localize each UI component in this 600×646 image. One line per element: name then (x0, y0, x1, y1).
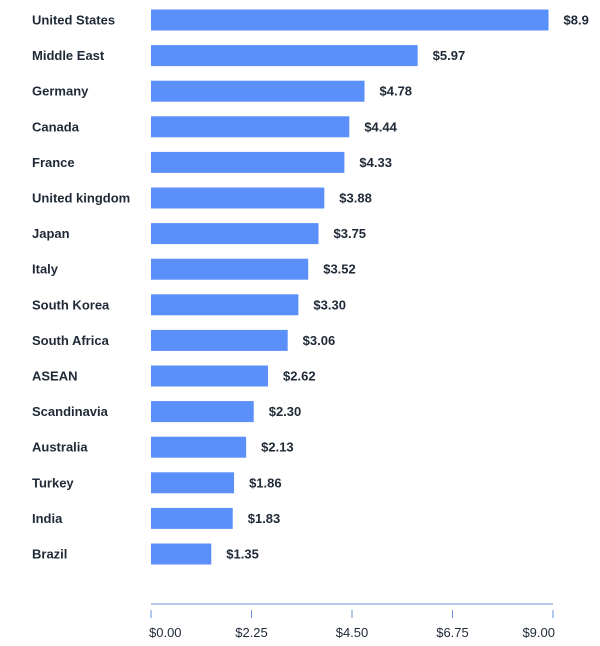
category-label: South Africa (32, 333, 110, 348)
bar (151, 329, 288, 351)
bar (151, 80, 365, 102)
x-tick-label: $4.50 (336, 625, 369, 640)
category-label: ASEAN (32, 369, 78, 384)
x-tick-label: $9.00 (522, 625, 555, 640)
bar (151, 187, 325, 209)
category-label: Turkey (32, 475, 74, 490)
bar-row: South Africa $3.06 (32, 329, 336, 351)
x-tick-label: $2.25 (235, 625, 268, 640)
bar-row: Australia $2.13 (32, 436, 294, 458)
bar-row: Scandinavia $2.30 (32, 401, 302, 423)
category-label: India (32, 511, 63, 526)
bar-row: India $1.83 (32, 507, 281, 529)
bar (151, 151, 345, 173)
category-label: Brazil (32, 547, 67, 562)
category-label: Italy (32, 262, 59, 277)
bar-row: France $4.33 (32, 151, 392, 173)
bar (151, 116, 350, 138)
value-label: $5.97 (433, 48, 466, 63)
bar (151, 543, 212, 565)
bars-layer: United States $8.9 Middle East $5.97 Germany… (32, 9, 589, 565)
bar (151, 507, 233, 529)
bar-row: United kingdom $3.88 (32, 187, 372, 209)
value-label: $2.30 (269, 404, 302, 419)
bar-row: Japan $3.75 (32, 223, 367, 245)
bar-row: Middle East $5.97 (32, 45, 466, 67)
bar-row: ASEAN $2.62 (32, 365, 316, 387)
bar-row: Germany $4.78 (32, 80, 413, 102)
bar (151, 436, 247, 458)
bar (151, 472, 235, 494)
value-label: $3.52 (323, 262, 356, 277)
x-tick-label: $6.75 (436, 625, 469, 640)
category-label: Canada (32, 119, 80, 134)
category-label: Japan (32, 226, 70, 241)
category-label: South Korea (32, 297, 110, 312)
bar (151, 45, 418, 67)
bar (151, 294, 299, 316)
value-label: $3.88 (339, 191, 372, 206)
bar-row: Canada $4.44 (32, 116, 398, 138)
category-label: Scandinavia (32, 404, 109, 419)
x-tick-label: $0.00 (149, 625, 182, 640)
bar-row: United States $8.9 (32, 9, 589, 31)
bar-row: Brazil $1.35 (32, 543, 259, 565)
bar-row: South Korea $3.30 (32, 294, 346, 316)
category-label: United kingdom (32, 191, 130, 206)
value-label: $1.83 (248, 511, 281, 526)
bar (151, 365, 269, 387)
value-label: $3.30 (313, 297, 346, 312)
category-label: Germany (32, 84, 89, 99)
value-label: $1.35 (226, 547, 259, 562)
bar (151, 258, 309, 280)
category-label: Australia (32, 440, 88, 455)
x-axis: $0.00 $2.25 $4.50 $6.75 $9.00 (149, 603, 555, 640)
bar-row: Turkey $1.86 (32, 472, 282, 494)
value-label: $4.33 (359, 155, 392, 170)
category-label: Middle East (32, 48, 105, 63)
value-label: $3.75 (334, 226, 367, 241)
category-label: France (32, 155, 75, 170)
value-label: $1.86 (249, 475, 282, 490)
value-label: $3.06 (303, 333, 336, 348)
value-label: $2.62 (283, 369, 316, 384)
bar-row: Italy $3.52 (32, 258, 356, 280)
value-label: $2.13 (261, 440, 294, 455)
value-label: $8.9 (564, 13, 589, 28)
bar (151, 9, 549, 31)
value-label: $4.44 (364, 119, 397, 134)
bar (151, 223, 319, 245)
bar (151, 401, 254, 423)
category-label: United States (32, 13, 115, 28)
value-label: $4.78 (380, 84, 413, 99)
